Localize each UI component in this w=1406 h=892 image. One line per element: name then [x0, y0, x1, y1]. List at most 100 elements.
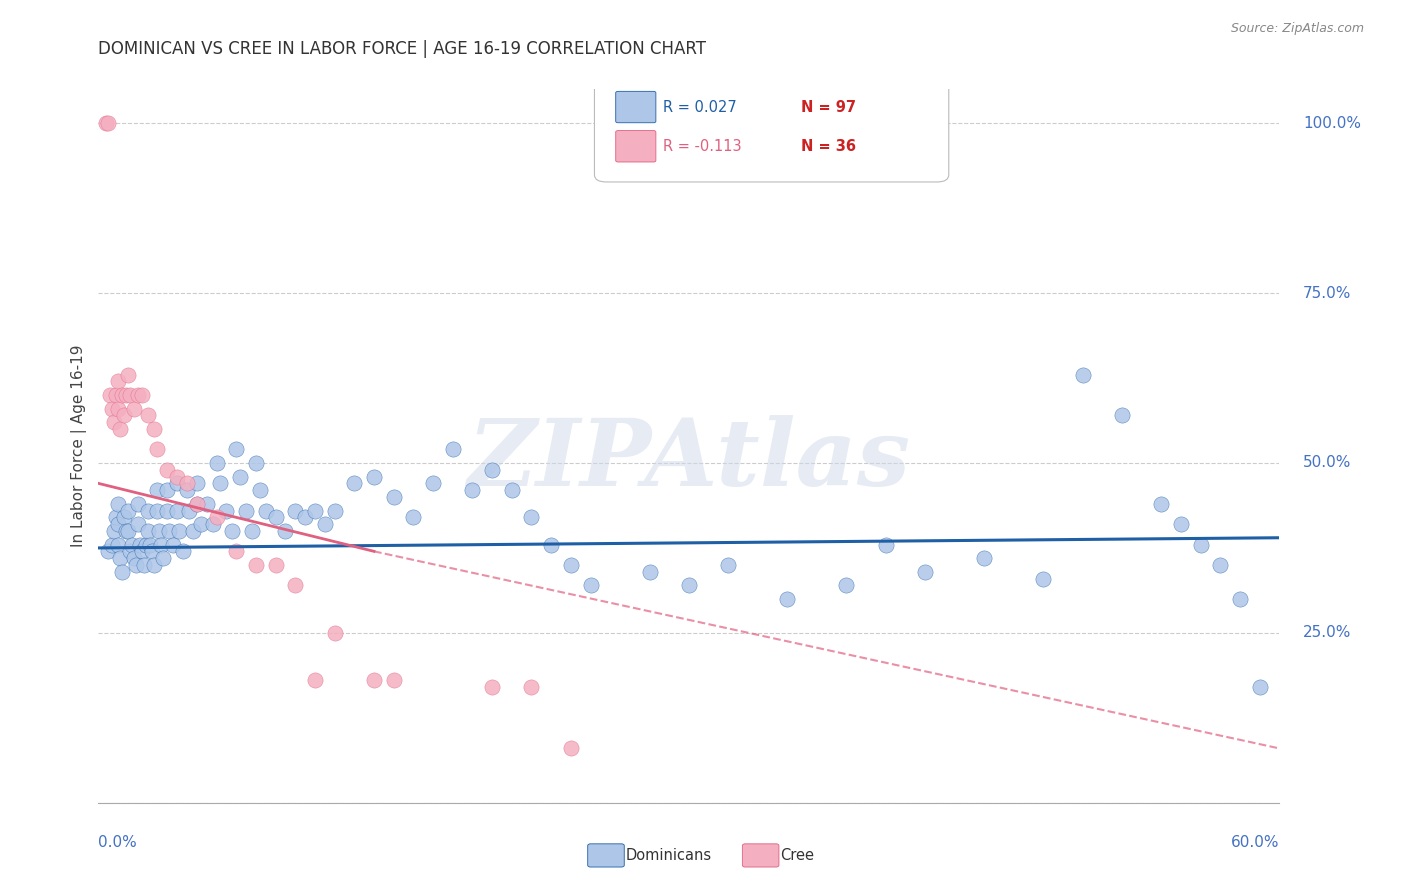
Point: [146, 442, 169, 457]
Point: [201, 517, 224, 532]
Text: 0.0%: 0.0%: [98, 836, 138, 850]
Point: [101, 401, 124, 416]
Point: [1189, 537, 1212, 551]
Point: [245, 558, 267, 572]
Point: [1229, 591, 1251, 606]
Text: ZIPAtlas: ZIPAtlas: [467, 416, 911, 505]
Point: [117, 524, 139, 538]
Point: [973, 551, 995, 566]
Point: [118, 544, 141, 558]
Point: [136, 409, 159, 423]
Point: [105, 510, 128, 524]
Point: [97, 116, 120, 130]
Point: [150, 537, 173, 551]
Point: [135, 537, 157, 551]
Point: [235, 503, 257, 517]
Point: [274, 524, 297, 538]
Point: [103, 415, 125, 429]
FancyBboxPatch shape: [616, 91, 655, 123]
Point: [240, 524, 263, 538]
Point: [132, 558, 155, 572]
Point: [107, 401, 129, 416]
Point: [343, 476, 366, 491]
Point: [363, 673, 385, 688]
Point: [215, 503, 238, 517]
Point: [127, 388, 149, 402]
Point: [1032, 572, 1054, 586]
Point: [225, 544, 247, 558]
Text: Cree: Cree: [780, 848, 814, 863]
Point: [157, 524, 180, 538]
Point: [156, 463, 179, 477]
Point: [249, 483, 271, 498]
Point: [167, 524, 190, 538]
Point: [108, 551, 131, 566]
Text: 25.0%: 25.0%: [1303, 625, 1351, 640]
Text: R = -0.113: R = -0.113: [664, 139, 741, 153]
Point: [1071, 368, 1094, 382]
Point: [225, 442, 247, 457]
Point: [127, 517, 149, 532]
FancyBboxPatch shape: [595, 75, 949, 182]
Point: [115, 388, 138, 402]
Point: [112, 510, 135, 524]
Point: [221, 524, 243, 538]
Point: [166, 503, 188, 517]
Point: [560, 558, 582, 572]
Point: [402, 510, 425, 524]
Point: [461, 483, 484, 498]
Point: [382, 673, 405, 688]
Point: [314, 517, 336, 532]
Point: [103, 524, 125, 538]
Point: [441, 442, 464, 457]
Point: [117, 368, 139, 382]
Text: 50.0%: 50.0%: [1303, 456, 1351, 470]
Point: [186, 497, 208, 511]
Point: [382, 490, 405, 504]
Point: [520, 680, 543, 694]
Point: [107, 375, 129, 389]
Point: [111, 565, 134, 579]
Point: [304, 503, 326, 517]
Text: 100.0%: 100.0%: [1303, 116, 1361, 131]
Point: [186, 497, 208, 511]
Point: [1249, 680, 1271, 694]
Point: [138, 537, 160, 551]
Point: [107, 517, 129, 532]
Point: [422, 476, 444, 491]
Point: [1209, 558, 1232, 572]
Point: [156, 503, 179, 517]
Point: [162, 537, 184, 551]
Text: 75.0%: 75.0%: [1303, 285, 1351, 301]
Point: [107, 537, 129, 551]
Text: Source: ZipAtlas.com: Source: ZipAtlas.com: [1230, 22, 1364, 36]
Point: [176, 483, 198, 498]
Point: [166, 469, 188, 483]
Point: [294, 510, 316, 524]
Point: [1111, 409, 1133, 423]
Point: [117, 503, 139, 517]
Point: [638, 565, 661, 579]
Point: [115, 524, 138, 538]
Point: [108, 422, 131, 436]
Point: [875, 537, 897, 551]
Point: [304, 673, 326, 688]
Point: [121, 537, 143, 551]
Point: [146, 483, 169, 498]
Point: [254, 503, 277, 517]
Point: [678, 578, 700, 592]
Text: Dominicans: Dominicans: [626, 848, 711, 863]
Point: [142, 558, 165, 572]
Point: [914, 565, 936, 579]
Point: [363, 469, 385, 483]
Point: [195, 497, 218, 511]
Point: [131, 544, 153, 558]
Point: [190, 517, 212, 532]
Text: DOMINICAN VS CREE IN LABOR FORCE | AGE 16-19 CORRELATION CHART: DOMINICAN VS CREE IN LABOR FORCE | AGE 1…: [98, 40, 706, 58]
Point: [245, 456, 267, 470]
Point: [835, 578, 858, 592]
Text: N = 97: N = 97: [801, 100, 856, 114]
Point: [481, 680, 503, 694]
Point: [579, 578, 602, 592]
Point: [176, 476, 198, 491]
